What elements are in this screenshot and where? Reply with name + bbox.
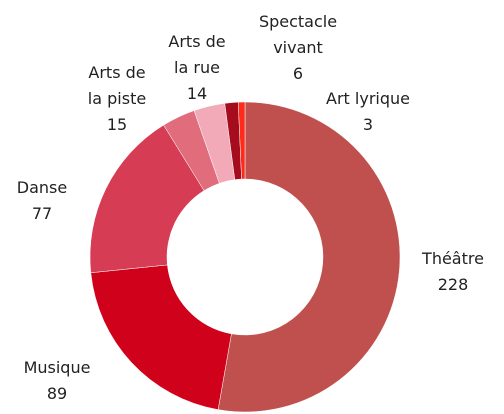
value-label: 89 [46,384,68,403]
value-label: 6 [292,64,304,83]
category-label: Danse [16,178,68,197]
category-label: Théâtre [422,249,484,268]
category-label: Arts de la piste [87,63,147,108]
slice-label: Art lyrique 3 [308,86,428,138]
category-label: Musique [23,358,91,377]
category-label: Arts de la rue [168,32,226,77]
donut-slice [90,264,232,410]
slice-label: Théâtre 228 [404,246,502,298]
category-label: Art lyrique [326,89,410,108]
value-label: 14 [186,84,208,103]
value-label: 3 [362,115,374,134]
slice-label: Musique 89 [7,355,107,407]
slice-label: Arts de la rue 14 [161,29,233,107]
value-label: 228 [437,275,469,294]
slice-label: Danse 77 [0,175,84,227]
donut-slice [217,101,401,413]
value-label: 77 [31,204,53,223]
donut-slice [237,101,246,180]
value-label: 15 [106,115,128,134]
category-label: Spectacle vivant [258,12,338,57]
donut-slice [89,124,205,274]
slice-label: Arts de la piste 15 [81,60,153,138]
slice-label: Spectacle vivant 6 [248,9,348,87]
